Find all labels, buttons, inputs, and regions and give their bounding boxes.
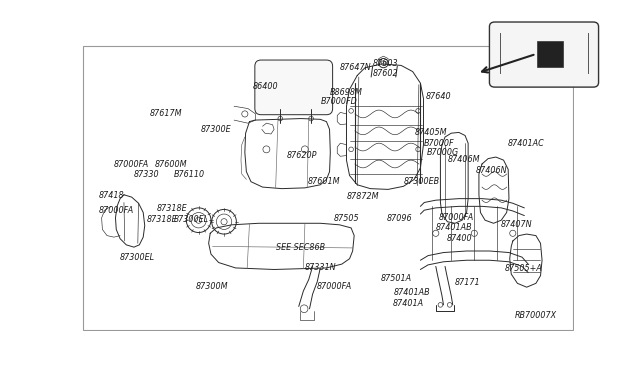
Text: SEE SEC86B: SEE SEC86B [276, 243, 324, 252]
Text: 87602: 87602 [372, 69, 398, 78]
FancyBboxPatch shape [255, 60, 333, 115]
Text: 87000FA: 87000FA [99, 206, 134, 215]
Text: 87171: 87171 [454, 278, 480, 287]
Text: 87406M: 87406M [448, 155, 481, 164]
Text: 87000FA: 87000FA [316, 282, 352, 291]
Text: 87501A: 87501A [380, 274, 412, 283]
Text: 87400: 87400 [447, 234, 472, 243]
Text: 87096: 87096 [387, 214, 412, 223]
Text: 87418: 87418 [99, 191, 124, 200]
Text: 87331N: 87331N [305, 263, 337, 272]
Text: 86400: 86400 [253, 81, 278, 91]
Text: 87405M: 87405M [414, 128, 447, 137]
Text: 87647N: 87647N [340, 63, 371, 72]
Text: 87401AB: 87401AB [394, 288, 430, 297]
Text: 87330: 87330 [134, 170, 159, 179]
Text: 87505: 87505 [334, 214, 360, 223]
Text: 87000FA: 87000FA [114, 160, 149, 169]
Text: 87300EB: 87300EB [403, 177, 440, 186]
Text: 87300M: 87300M [196, 282, 228, 291]
Text: 87872M: 87872M [346, 192, 379, 202]
Text: 87401AC: 87401AC [508, 139, 545, 148]
Text: 87406N: 87406N [476, 166, 508, 174]
Text: 87300EL: 87300EL [120, 253, 156, 262]
Bar [537, 41, 563, 67]
Text: 87401AB: 87401AB [436, 223, 472, 232]
Text: B7000G: B7000G [427, 148, 459, 157]
Text: RB70007X: RB70007X [515, 311, 556, 320]
Text: B7000FD: B7000FD [320, 97, 357, 106]
Text: 87300EL: 87300EL [174, 215, 209, 224]
Text: 87640: 87640 [426, 92, 451, 102]
Text: B8698M: B8698M [330, 88, 362, 97]
Text: 87318E: 87318E [147, 215, 178, 224]
Text: B7000F: B7000F [424, 139, 455, 148]
Text: B76110: B76110 [174, 170, 205, 179]
Text: 87401A: 87401A [393, 299, 424, 308]
Text: 87407N: 87407N [500, 220, 532, 229]
Text: 87603: 87603 [372, 58, 398, 67]
Text: 87300E: 87300E [201, 125, 232, 134]
Text: 87620P: 87620P [287, 151, 317, 160]
Text: 87617M: 87617M [149, 109, 182, 118]
Text: 87601M: 87601M [308, 177, 340, 186]
Text: 87505+A: 87505+A [505, 264, 543, 273]
Text: 87318E: 87318E [157, 204, 188, 213]
Text: 87000FA: 87000FA [439, 212, 474, 221]
FancyBboxPatch shape [490, 22, 598, 87]
Text: 87600M: 87600M [155, 160, 188, 169]
